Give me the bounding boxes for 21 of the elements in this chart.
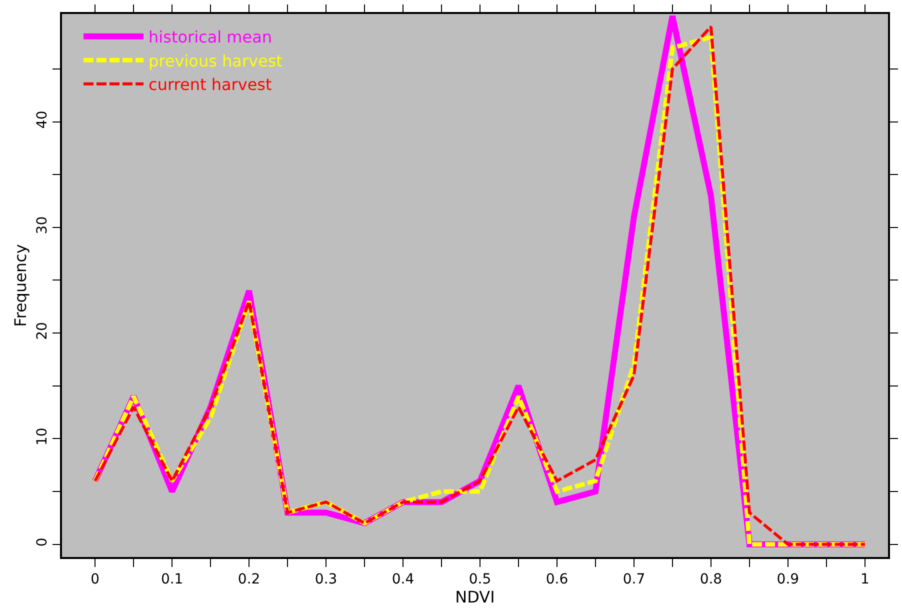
y-tick-label: 30 — [34, 216, 51, 234]
x-axis-title: NDVI — [455, 588, 495, 607]
x-tick-label: 0.4 — [392, 572, 414, 588]
x-tick-label: 0.7 — [622, 572, 646, 588]
y-axis-title: Frequency — [11, 244, 30, 327]
legend-label: previous harvest — [148, 51, 282, 70]
x-tick-label: 0 — [90, 572, 100, 588]
x-tick-label: 0.5 — [468, 572, 492, 588]
x-tick-label: 1 — [860, 572, 870, 588]
x-tick-label: 0.2 — [238, 572, 260, 588]
x-tick-label: 0.8 — [700, 572, 722, 588]
y-tick-label: 10 — [34, 428, 51, 446]
x-tick-label: 0.1 — [160, 572, 184, 588]
legend-label: current harvest — [148, 75, 272, 94]
x-tick-label: 0.9 — [776, 572, 800, 588]
x-tick-label: 0.3 — [314, 572, 338, 588]
y-tick-label: 0 — [34, 538, 51, 547]
x-tick-label: 0.6 — [546, 572, 568, 588]
y-tick-label: 20 — [34, 322, 51, 340]
legend-label: historical mean — [148, 28, 272, 47]
y-tick-label: 40 — [34, 110, 51, 129]
